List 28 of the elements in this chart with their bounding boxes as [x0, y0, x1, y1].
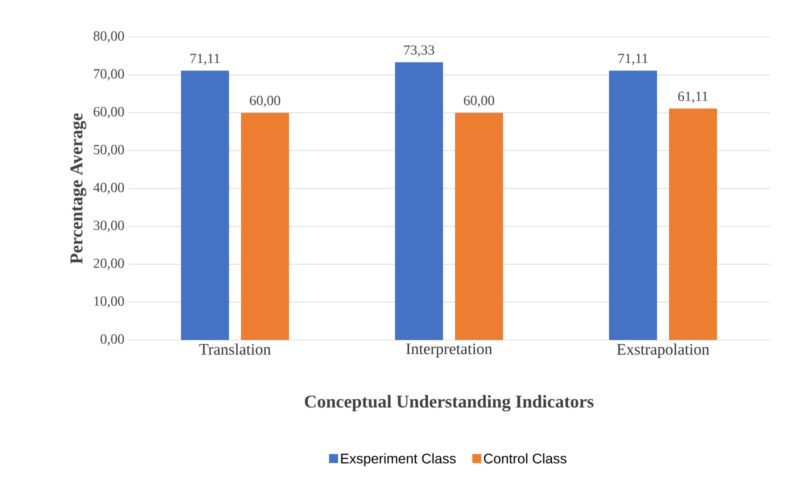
bar — [241, 112, 290, 340]
data-label: 71,11 — [190, 54, 220, 66]
x-axis-title: Conceptual Understanding Indicators — [304, 395, 594, 412]
bar — [455, 112, 504, 340]
data-label: 61,11 — [678, 92, 708, 104]
y-tick-label: 50,00 — [94, 144, 124, 156]
bar — [669, 108, 718, 340]
y-tick-label: 40,00 — [93, 182, 124, 194]
bar — [609, 70, 658, 340]
bar — [395, 62, 444, 340]
bar — [181, 70, 230, 340]
x-tick-label: Exstrapolation — [616, 344, 710, 358]
y-tick-label: 60,00 — [94, 107, 124, 118]
data-label: 60,00 — [464, 96, 494, 108]
y-tick-label: 80,00 — [94, 31, 124, 43]
y-tick-label: 10,00 — [94, 296, 124, 308]
legend-label: Control Class — [484, 453, 566, 464]
x-tick-label: Interpretation — [406, 344, 492, 358]
y-axis-title: Percentage Average — [70, 113, 86, 264]
data-label: 71,11 — [618, 54, 648, 66]
data-label: 60,00 — [250, 96, 280, 108]
y-tick-label: 70,00 — [94, 69, 124, 81]
data-label: 73,33 — [404, 45, 434, 57]
x-tick-label: Translation — [199, 344, 271, 355]
legend-label: Exsperiment Class — [341, 453, 456, 466]
y-tick-label: 30,00 — [94, 220, 124, 232]
y-tick-label: 0,00 — [100, 334, 124, 346]
y-tick-label: 20,00 — [94, 258, 124, 270]
